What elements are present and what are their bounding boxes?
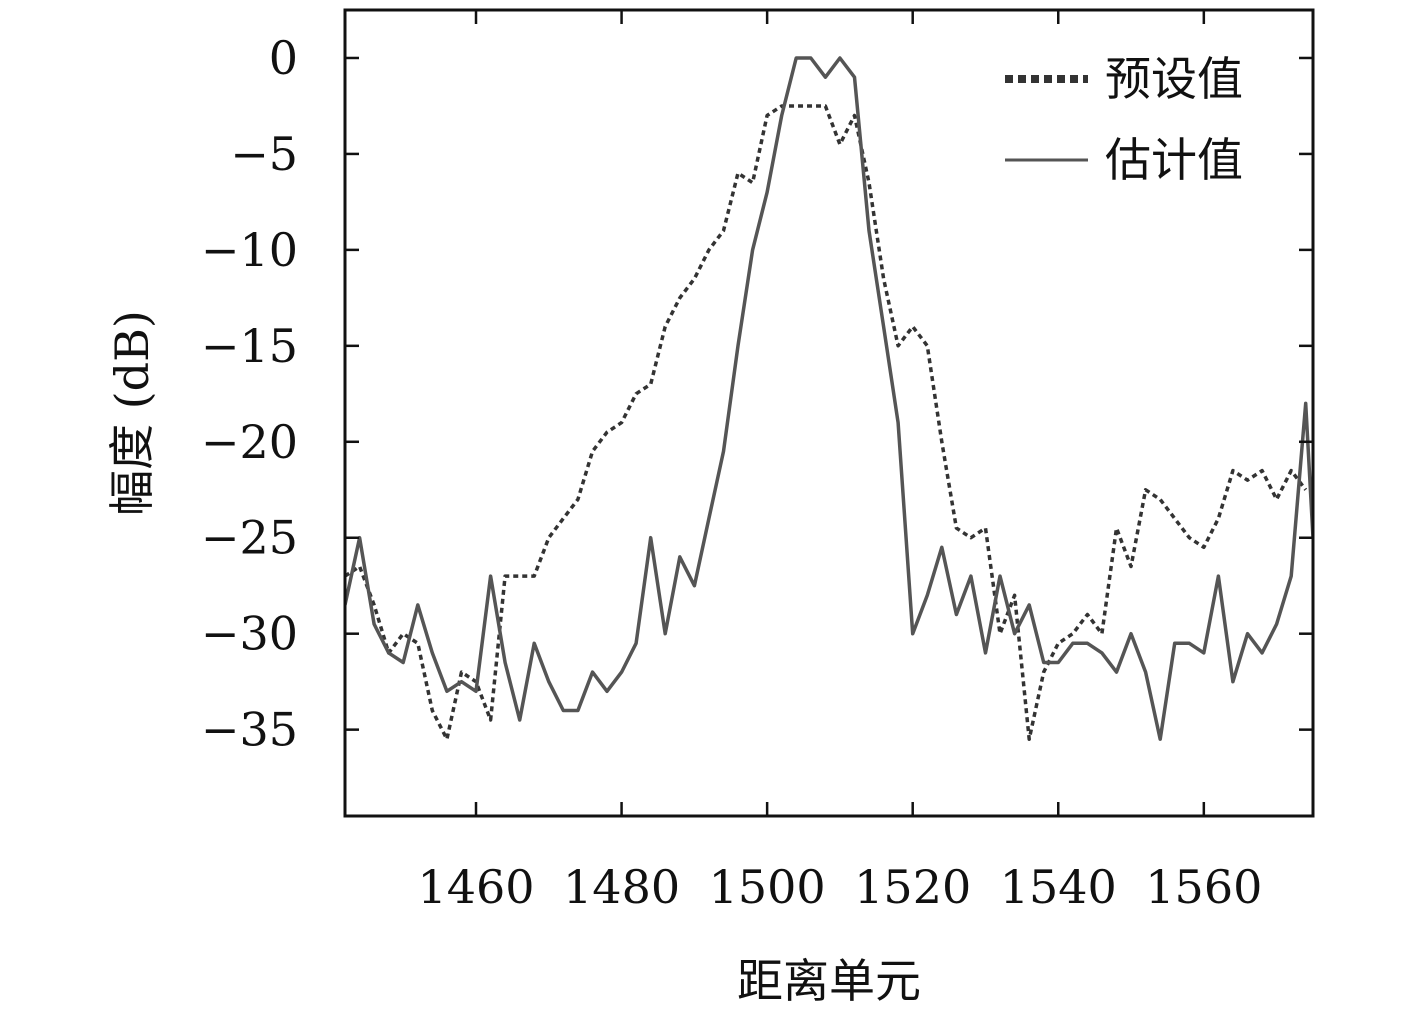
legend-label-estimate: 估计值 bbox=[1105, 133, 1243, 187]
x-tick-label: 1560 bbox=[1145, 860, 1262, 914]
x-tick-label: 1540 bbox=[1000, 860, 1117, 914]
series-line-preset bbox=[345, 104, 1308, 741]
legend: 预设值 估计值 bbox=[1005, 52, 1243, 187]
series-layer bbox=[345, 56, 1313, 741]
y-tick-label: −10 bbox=[201, 223, 298, 277]
y-tick-label: −5 bbox=[230, 127, 298, 181]
y-tick-label: −35 bbox=[201, 703, 298, 757]
series-line-estimate bbox=[345, 56, 1313, 741]
y-tick-label: −15 bbox=[201, 319, 298, 373]
x-tick-label: 1500 bbox=[709, 860, 826, 914]
y-tick-label: −25 bbox=[201, 511, 298, 565]
plot-frame bbox=[343, 8, 1315, 818]
y-axis-title: 幅度 (dB) bbox=[105, 310, 159, 516]
x-tick-label: 1460 bbox=[417, 860, 534, 914]
series-group bbox=[345, 56, 1313, 741]
x-tick-label: 1480 bbox=[563, 860, 680, 914]
ticks-layer: 1460 1480 1500 1520 1540 1560 0 −5 −10 −15 −20 −25 −… bbox=[201, 10, 1313, 914]
y-tick-label: 0 bbox=[269, 31, 298, 85]
x-tick-label: 1520 bbox=[854, 860, 971, 914]
legend-label-preset: 预设值 bbox=[1105, 52, 1243, 106]
y-tick-label: −20 bbox=[201, 415, 298, 469]
x-axis-title: 距离单元 bbox=[737, 954, 921, 1008]
y-tick-label: −30 bbox=[201, 607, 298, 661]
